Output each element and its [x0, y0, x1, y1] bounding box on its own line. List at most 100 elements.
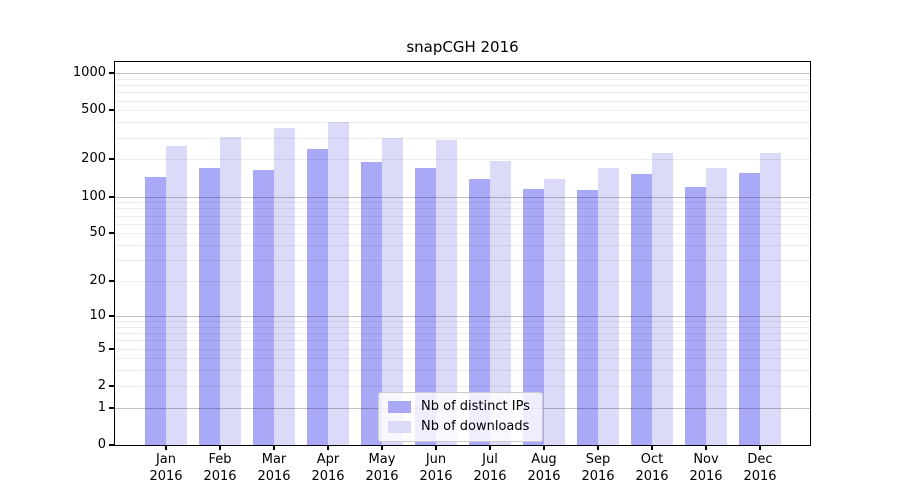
- x-tick-mark: [651, 445, 653, 450]
- gridline: [115, 196, 810, 198]
- y-tick-label: 1: [97, 399, 106, 415]
- gridline: [115, 385, 810, 387]
- y-tick-mark: [109, 280, 114, 283]
- grid-layer: [115, 62, 810, 445]
- gridline: [115, 315, 810, 317]
- x-tick-mark: [273, 445, 275, 450]
- legend-entry-downloads: Nb of downloads: [388, 419, 530, 434]
- gridline: [115, 333, 810, 334]
- y-tick-mark: [109, 406, 114, 409]
- y-tick-mark: [109, 72, 114, 74]
- gridline: [115, 215, 810, 217]
- y-tick-label: 10: [89, 307, 106, 323]
- gridline: [115, 245, 810, 246]
- gridline: [115, 370, 810, 372]
- x-tick-label-apr: Apr 2016: [311, 452, 345, 484]
- x-tick-label-aug: Aug 2016: [527, 452, 561, 484]
- gridline: [115, 92, 810, 94]
- chart-title: snapCGH 2016: [406, 38, 519, 56]
- x-tick-label-nov: Nov 2016: [689, 452, 723, 484]
- bar-distinct-ips-sep: [577, 190, 598, 445]
- y-tick-mark: [109, 384, 114, 387]
- y-tick-mark: [109, 314, 114, 317]
- legend-label-distinct-ips: Nb of distinct IPs: [421, 399, 530, 414]
- y-tick-label: 0: [97, 437, 106, 452]
- gridline: [115, 208, 810, 210]
- gridline: [115, 223, 810, 225]
- bar-distinct-ips-oct: [631, 174, 652, 445]
- x-tick-label-jan: Jan 2016: [149, 452, 183, 484]
- bar-distinct-ips-jul: [469, 178, 490, 445]
- gridline: [115, 260, 810, 262]
- y-tick-label: 2: [97, 377, 106, 393]
- y-tick-mark: [109, 109, 114, 112]
- x-tick-mark: [543, 445, 545, 450]
- y-tick-label: 500: [81, 102, 106, 118]
- bar-distinct-ips-dec: [739, 173, 760, 445]
- bar-distinct-ips-aug: [523, 189, 544, 445]
- x-tick-label-mar: Mar 2016: [257, 452, 291, 484]
- legend-swatch-distinct-ips: [388, 400, 411, 413]
- bar-downloads-dec: [760, 153, 781, 445]
- gridline: [115, 100, 810, 102]
- x-tick-label-feb: Feb 2016: [203, 452, 237, 484]
- y-tick-label: 20: [89, 273, 106, 289]
- gridline: [115, 159, 810, 161]
- legend-swatch-downloads: [388, 420, 411, 433]
- bar-downloads-apr: [328, 122, 349, 445]
- bar-downloads-feb: [220, 136, 241, 445]
- y-tick-mark: [109, 158, 114, 161]
- bar-downloads-may: [382, 137, 403, 445]
- gridline: [115, 110, 810, 112]
- bar-downloads-mar: [274, 127, 295, 445]
- x-tick-mark: [327, 445, 329, 450]
- x-tick-label-sep: Sep 2016: [581, 452, 615, 484]
- bar-distinct-ips-jan: [145, 176, 166, 445]
- gridline: [115, 326, 810, 328]
- bar-downloads-oct: [652, 153, 673, 445]
- y-tick-label: 1000: [72, 65, 106, 80]
- legend: Nb of distinct IPs Nb of downloads: [378, 392, 543, 442]
- gridline: [115, 321, 810, 322]
- x-tick-mark: [381, 445, 383, 450]
- x-tick-label-dec: Dec 2016: [743, 452, 777, 484]
- legend-label-downloads: Nb of downloads: [421, 419, 530, 434]
- y-tick-mark: [109, 347, 114, 350]
- gridline: [115, 281, 810, 283]
- x-tick-label-jul: Jul 2016: [473, 452, 507, 484]
- x-tick-mark: [759, 445, 761, 450]
- bar-distinct-ips-jun: [415, 168, 436, 445]
- x-tick-mark: [489, 445, 491, 450]
- bar-downloads-jul: [490, 160, 511, 445]
- y-tick-mark: [109, 444, 114, 446]
- plot-area: Nb of distinct IPs Nb of downloads: [114, 61, 811, 446]
- bar-distinct-ips-mar: [253, 169, 274, 445]
- bar-distinct-ips-nov: [685, 186, 706, 445]
- gridline: [115, 137, 810, 139]
- gridline: [115, 73, 810, 74]
- gridline: [115, 85, 810, 86]
- x-tick-label-may: May 2016: [365, 452, 399, 484]
- x-tick-label-jun: Jun 2016: [419, 452, 453, 484]
- x-tick-mark: [219, 445, 221, 450]
- bar-downloads-jun: [436, 139, 457, 445]
- legend-entry-distinct-ips: Nb of distinct IPs: [388, 399, 530, 414]
- bar-distinct-ips-apr: [307, 148, 328, 445]
- bars-layer: [115, 62, 810, 445]
- x-tick-mark: [165, 445, 167, 450]
- y-tick-mark: [109, 195, 114, 198]
- x-tick-mark: [435, 445, 437, 450]
- gridline: [115, 202, 810, 204]
- y-tick-label: 200: [81, 151, 106, 167]
- gridline: [115, 348, 810, 350]
- gridline: [115, 122, 810, 124]
- y-tick-label: 100: [81, 188, 106, 204]
- bar-downloads-aug: [544, 178, 565, 445]
- gridline: [115, 340, 810, 342]
- bar-downloads-sep: [598, 168, 619, 445]
- x-tick-mark: [597, 445, 599, 450]
- x-tick-label-oct: Oct 2016: [635, 452, 669, 484]
- bar-downloads-jan: [166, 146, 187, 445]
- y-tick-mark: [109, 232, 114, 235]
